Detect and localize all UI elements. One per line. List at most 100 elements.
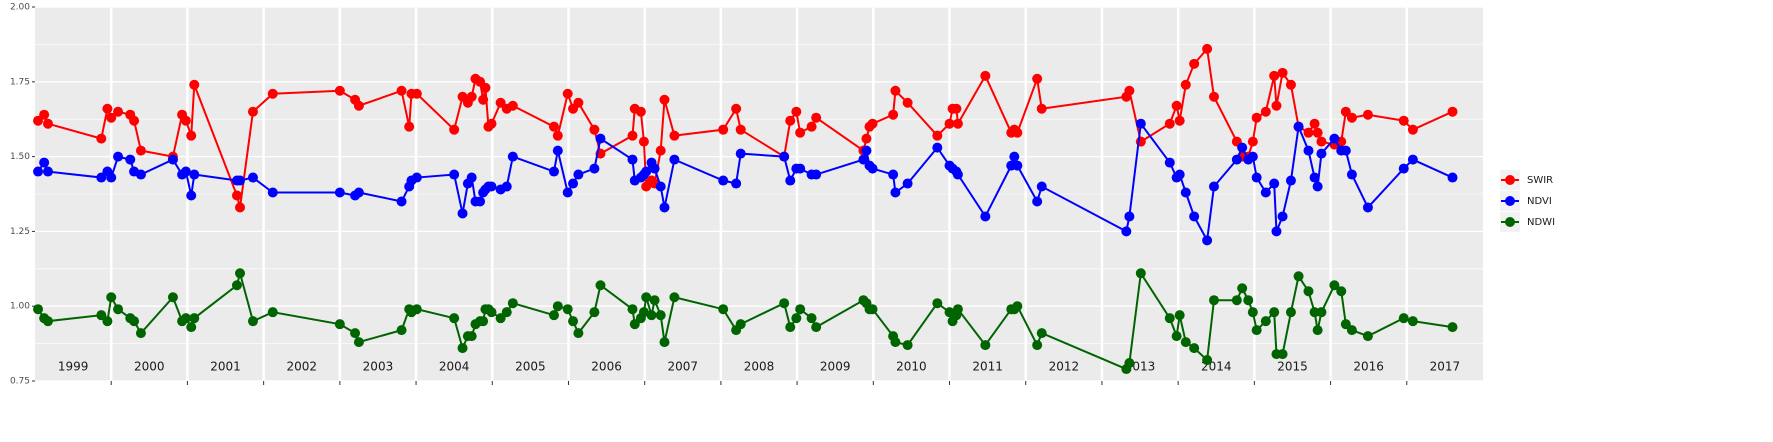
- point: [350, 328, 361, 339]
- point: [113, 151, 124, 162]
- year-label: 2007: [668, 360, 699, 374]
- point: [627, 130, 638, 141]
- point: [779, 151, 790, 162]
- point: [1312, 181, 1323, 192]
- point: [1285, 307, 1296, 318]
- point: [186, 130, 197, 141]
- point: [1164, 118, 1175, 129]
- point: [113, 106, 124, 117]
- point: [785, 115, 796, 126]
- point: [1231, 154, 1242, 165]
- point: [811, 169, 822, 180]
- point: [659, 337, 670, 348]
- point: [655, 310, 666, 321]
- point: [353, 100, 364, 111]
- year-label: 2001: [210, 360, 241, 374]
- point: [96, 133, 107, 144]
- point: [861, 133, 872, 144]
- point: [466, 91, 477, 102]
- point: [267, 88, 278, 99]
- point: [129, 115, 140, 126]
- year-label: 2002: [286, 360, 317, 374]
- point: [1171, 331, 1182, 342]
- point: [1012, 301, 1023, 312]
- point: [890, 85, 901, 96]
- point: [791, 313, 802, 324]
- point: [806, 313, 817, 324]
- point: [1251, 112, 1262, 123]
- point: [334, 319, 345, 330]
- point: [1260, 316, 1271, 327]
- point: [791, 106, 802, 117]
- point: [1180, 337, 1191, 348]
- point: [1032, 196, 1043, 207]
- point: [635, 106, 646, 117]
- point: [562, 187, 573, 198]
- point: [42, 316, 53, 327]
- point: [449, 124, 460, 135]
- point: [890, 187, 901, 198]
- legend-point: [1505, 196, 1515, 206]
- point: [1277, 349, 1288, 360]
- year-label: 2017: [1430, 360, 1461, 374]
- y-tick-label: 1.25: [10, 227, 30, 237]
- point: [466, 331, 477, 342]
- point: [589, 307, 600, 318]
- point: [1398, 115, 1409, 126]
- point: [659, 202, 670, 213]
- point: [902, 340, 913, 351]
- point: [627, 304, 638, 315]
- year-label: 2011: [972, 360, 1003, 374]
- point: [1340, 319, 1351, 330]
- point: [1135, 118, 1146, 129]
- point: [102, 316, 113, 327]
- year-label: 2005: [515, 360, 546, 374]
- point: [944, 118, 955, 129]
- point: [189, 169, 200, 180]
- point: [785, 175, 796, 186]
- year-label: 2004: [439, 360, 470, 374]
- point: [1309, 307, 1320, 318]
- point: [1189, 58, 1200, 69]
- point: [106, 292, 117, 303]
- point: [951, 103, 962, 114]
- point: [655, 145, 666, 156]
- point: [1174, 169, 1185, 180]
- point: [552, 301, 563, 312]
- point: [33, 115, 44, 126]
- y-tick-label: 1.75: [10, 77, 30, 87]
- point: [867, 163, 878, 174]
- point: [507, 298, 518, 309]
- point: [902, 97, 913, 108]
- point: [785, 322, 796, 333]
- point: [890, 337, 901, 348]
- point: [247, 172, 258, 183]
- point: [1362, 109, 1373, 120]
- point: [573, 169, 584, 180]
- point: [1012, 160, 1023, 171]
- point: [649, 295, 660, 306]
- point: [573, 328, 584, 339]
- point: [1247, 151, 1258, 162]
- point: [1303, 145, 1314, 156]
- y-tick-label: 0.75: [10, 377, 30, 387]
- point: [486, 118, 497, 129]
- point: [1407, 124, 1418, 135]
- point: [1164, 313, 1175, 324]
- point: [1346, 325, 1357, 336]
- point: [1180, 187, 1191, 198]
- point: [507, 151, 518, 162]
- y-tick-label: 1.50: [10, 152, 30, 162]
- point: [135, 169, 146, 180]
- point: [552, 130, 563, 141]
- point: [888, 169, 899, 180]
- point: [980, 70, 991, 81]
- point: [1269, 178, 1280, 189]
- year-label: 2016: [1353, 360, 1384, 374]
- point: [655, 181, 666, 192]
- point: [1447, 172, 1458, 183]
- point: [495, 97, 506, 108]
- point: [562, 88, 573, 99]
